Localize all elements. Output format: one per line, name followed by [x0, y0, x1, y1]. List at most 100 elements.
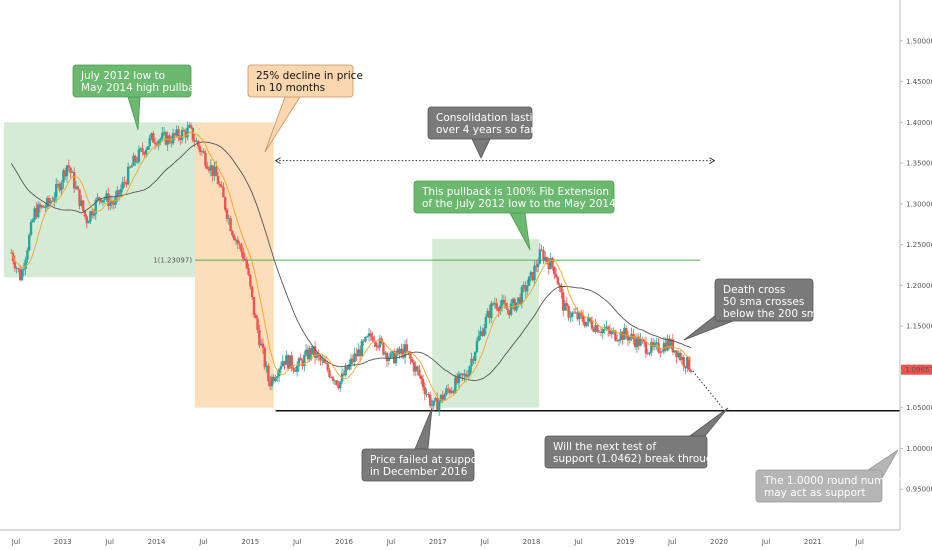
candle-body [337, 384, 340, 389]
candle-body [569, 316, 572, 318]
candle-body [166, 135, 169, 145]
candle-body [542, 250, 545, 261]
candle-body [409, 353, 412, 359]
candle-body [349, 358, 353, 365]
candle-body [403, 344, 407, 358]
candle-body [425, 393, 428, 395]
fib-extension-text: This pullback is 100% Fib Extension of th… [421, 186, 642, 210]
candle-body [488, 310, 491, 319]
candle-body [51, 200, 54, 202]
candle-body [13, 261, 17, 269]
consolidation-box [427, 106, 533, 140]
y-tick-label: 1.05000 [906, 404, 932, 412]
candle-body [351, 358, 355, 362]
candle-body [362, 340, 365, 342]
candle-body [587, 317, 590, 322]
round-number-box [755, 469, 883, 503]
candle-body [117, 190, 121, 195]
candle-body [292, 367, 295, 371]
candle-body [396, 348, 400, 355]
candle-body [454, 377, 457, 393]
x-tick-label: 2021 [804, 538, 822, 546]
candle-body [215, 166, 218, 177]
candle-body [468, 366, 471, 376]
candle-body [135, 161, 139, 163]
candle-body [65, 165, 69, 177]
candle-body [231, 230, 234, 236]
candle-body [35, 208, 38, 218]
candle-body [446, 388, 450, 390]
y-tick-label: 1.35000 [906, 160, 932, 168]
decline-25-box [247, 64, 354, 98]
candle-body [517, 297, 520, 303]
candle-body [416, 366, 419, 370]
candle-body [303, 354, 306, 367]
candle-body [421, 379, 425, 388]
candle-body [659, 352, 662, 354]
candle-body [330, 376, 333, 378]
decline-zone [195, 122, 274, 408]
candle-body [558, 284, 561, 287]
candle-body [495, 303, 498, 309]
candle-body [630, 333, 633, 338]
x-tick-label: 2019 [616, 538, 634, 546]
candle-body [554, 273, 558, 278]
candle-body [90, 211, 94, 216]
candle-body [606, 326, 610, 331]
candle-body [56, 184, 60, 185]
candle-body [556, 277, 560, 285]
consolidation-text: Consolidation lasting over 4 years so far [436, 112, 546, 136]
candle-body [387, 358, 391, 361]
candle-body [617, 340, 621, 341]
candle-body [265, 365, 268, 368]
candle-body [398, 348, 401, 354]
candle-body [574, 312, 578, 314]
candle-body [500, 299, 504, 306]
candle-body [17, 268, 20, 270]
candle-body [159, 138, 162, 141]
candle-body [484, 317, 488, 329]
candle-body [69, 167, 72, 173]
x-tick-label: 2016 [335, 538, 353, 546]
candle-body [272, 376, 275, 382]
x-tick-label: 2020 [710, 538, 728, 546]
candle-body [687, 356, 691, 370]
candle-body [434, 397, 437, 401]
fib-level-label: 1(1.23097) [153, 257, 192, 265]
y-tick-label: 1.25000 [906, 241, 932, 249]
candle-body [344, 366, 347, 376]
candle-body [472, 358, 475, 361]
candle-body [87, 221, 90, 224]
candle-body [445, 388, 448, 395]
candle-body [290, 355, 293, 368]
candle-body [94, 200, 97, 214]
candle-body [531, 272, 534, 281]
candle-body [567, 306, 570, 318]
candle-body [601, 329, 604, 333]
candle-body [608, 330, 612, 335]
candle-body [490, 303, 493, 319]
x-tick-label: Jul [854, 538, 864, 546]
death-cross-text: Death cross 50 sma crosses below the 200 s… [723, 284, 823, 320]
candle-body [175, 129, 178, 136]
price-failed-text: Price failed at support in December 2016 [370, 454, 486, 478]
candle-body [339, 381, 342, 389]
candle-body [639, 339, 642, 346]
candle-body [605, 326, 608, 330]
next-test-tail [688, 407, 729, 437]
candle-body [535, 265, 538, 268]
candle-body [107, 193, 110, 206]
price-failed-box [361, 448, 475, 482]
y-tick-label: 1.20000 [906, 282, 932, 290]
candle-body [355, 353, 358, 357]
candle-body [538, 249, 542, 264]
candle-body [642, 339, 646, 342]
candle-body [53, 197, 56, 202]
candle-body [40, 205, 44, 208]
candle-body [477, 335, 480, 341]
arrow-head-left [274, 157, 281, 165]
candle-body [448, 389, 452, 393]
candle-body [306, 349, 310, 360]
candle-body [423, 387, 426, 395]
candle-body [20, 269, 24, 281]
